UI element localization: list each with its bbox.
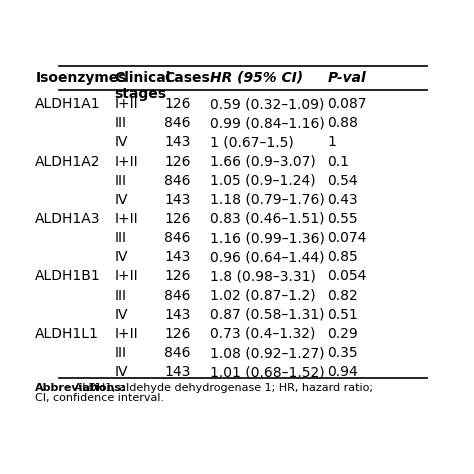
Text: 0.074: 0.074 [328, 231, 367, 245]
Text: 143: 143 [164, 193, 191, 207]
Text: 1.01 (0.68–1.52): 1.01 (0.68–1.52) [210, 365, 325, 379]
Text: 0.73 (0.4–1.32): 0.73 (0.4–1.32) [210, 327, 315, 341]
Text: 1: 1 [328, 136, 336, 149]
Text: 1.18 (0.79–1.76): 1.18 (0.79–1.76) [210, 193, 325, 207]
Text: 846: 846 [164, 346, 191, 360]
Text: ALDH1B1: ALDH1B1 [36, 270, 101, 283]
Text: ALDH1A2: ALDH1A2 [36, 155, 101, 169]
Text: I+II: I+II [114, 270, 138, 283]
Text: 143: 143 [164, 136, 191, 149]
Text: 0.99 (0.84–1.16): 0.99 (0.84–1.16) [210, 116, 325, 130]
Text: IV: IV [114, 365, 128, 379]
Text: Abbreviations:: Abbreviations: [36, 383, 127, 392]
Text: 0.087: 0.087 [328, 97, 367, 111]
Text: III: III [114, 173, 127, 188]
Text: 1 (0.67–1.5): 1 (0.67–1.5) [210, 136, 293, 149]
Text: P-val: P-val [328, 71, 366, 85]
Text: 126: 126 [164, 270, 191, 283]
Text: 846: 846 [164, 231, 191, 245]
Text: Clinical
stages: Clinical stages [114, 71, 171, 101]
Text: CI, confidence interval.: CI, confidence interval. [36, 393, 164, 403]
Text: 0.054: 0.054 [328, 270, 367, 283]
Text: ALDH1L1: ALDH1L1 [36, 327, 99, 341]
Text: III: III [114, 116, 127, 130]
Text: 1.16 (0.99–1.36): 1.16 (0.99–1.36) [210, 231, 325, 245]
Text: 143: 143 [164, 308, 191, 322]
Text: 1.02 (0.87–1.2): 1.02 (0.87–1.2) [210, 289, 316, 302]
Text: 846: 846 [164, 116, 191, 130]
Text: 0.85: 0.85 [328, 250, 358, 264]
Text: 126: 126 [164, 155, 191, 169]
Text: 0.94: 0.94 [328, 365, 358, 379]
Text: HR (95% CI): HR (95% CI) [210, 71, 303, 85]
Text: IV: IV [114, 250, 128, 264]
Text: 0.59 (0.32–1.09): 0.59 (0.32–1.09) [210, 97, 324, 111]
Text: I+II: I+II [114, 212, 138, 226]
Text: 0.83 (0.46–1.51): 0.83 (0.46–1.51) [210, 212, 324, 226]
Text: 0.29: 0.29 [328, 327, 358, 341]
Text: 126: 126 [164, 97, 191, 111]
Text: 0.82: 0.82 [328, 289, 358, 302]
Text: 0.1: 0.1 [328, 155, 349, 169]
Text: 1.08 (0.92–1.27): 1.08 (0.92–1.27) [210, 346, 324, 360]
Text: IV: IV [114, 308, 128, 322]
Text: 0.35: 0.35 [328, 346, 358, 360]
Text: ALDH1A3: ALDH1A3 [36, 212, 101, 226]
Text: 0.43: 0.43 [328, 193, 358, 207]
Text: 0.87 (0.58–1.31): 0.87 (0.58–1.31) [210, 308, 324, 322]
Text: ALDH1, aldehyde dehydrogenase 1; HR, hazard ratio;: ALDH1, aldehyde dehydrogenase 1; HR, haz… [72, 383, 374, 392]
Text: Isoenzymes: Isoenzymes [36, 71, 127, 85]
Text: 1.05 (0.9–1.24): 1.05 (0.9–1.24) [210, 173, 316, 188]
Text: III: III [114, 231, 127, 245]
Text: 846: 846 [164, 289, 191, 302]
Text: 126: 126 [164, 212, 191, 226]
Text: 0.54: 0.54 [328, 173, 358, 188]
Text: Cases: Cases [164, 71, 210, 85]
Text: 1.8 (0.98–3.31): 1.8 (0.98–3.31) [210, 270, 316, 283]
Text: I+II: I+II [114, 97, 138, 111]
Text: I+II: I+II [114, 155, 138, 169]
Text: 0.96 (0.64–1.44): 0.96 (0.64–1.44) [210, 250, 324, 264]
Text: III: III [114, 289, 127, 302]
Text: 143: 143 [164, 250, 191, 264]
Text: ALDH1A1: ALDH1A1 [36, 97, 101, 111]
Text: 1.66 (0.9–3.07): 1.66 (0.9–3.07) [210, 155, 316, 169]
Text: 143: 143 [164, 365, 191, 379]
Text: 0.51: 0.51 [328, 308, 358, 322]
Text: 0.55: 0.55 [328, 212, 358, 226]
Text: IV: IV [114, 193, 128, 207]
Text: 126: 126 [164, 327, 191, 341]
Text: 0.88: 0.88 [328, 116, 358, 130]
Text: III: III [114, 346, 127, 360]
Text: I+II: I+II [114, 327, 138, 341]
Text: IV: IV [114, 136, 128, 149]
Text: 846: 846 [164, 173, 191, 188]
